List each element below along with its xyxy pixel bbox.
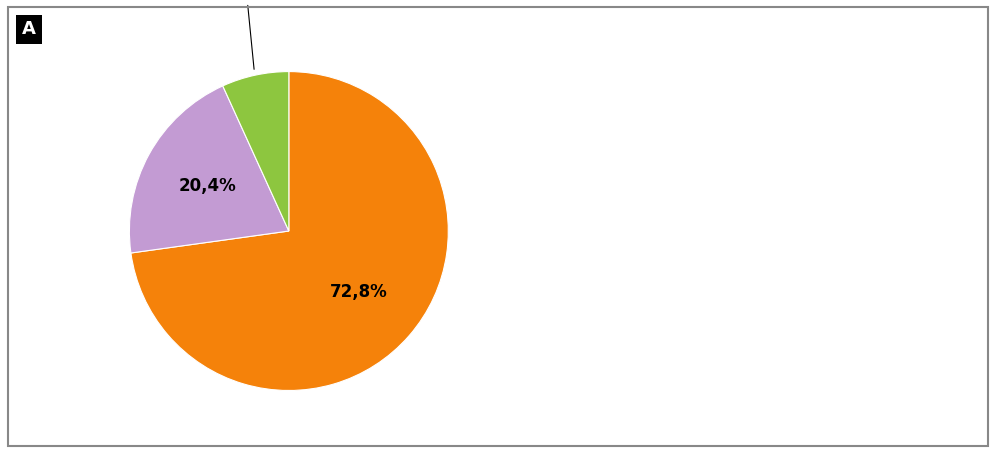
Wedge shape: [130, 72, 448, 390]
Text: 20,4%: 20,4%: [179, 178, 237, 196]
Text: A: A: [22, 20, 36, 39]
Text: 72,8%: 72,8%: [330, 283, 387, 301]
Legend: Serviços, Indústria, Agropecuária: Serviços, Indústria, Agropecuária: [653, 159, 861, 304]
Wedge shape: [129, 86, 289, 253]
Text: 6,8%: 6,8%: [223, 0, 269, 69]
Wedge shape: [223, 72, 289, 231]
